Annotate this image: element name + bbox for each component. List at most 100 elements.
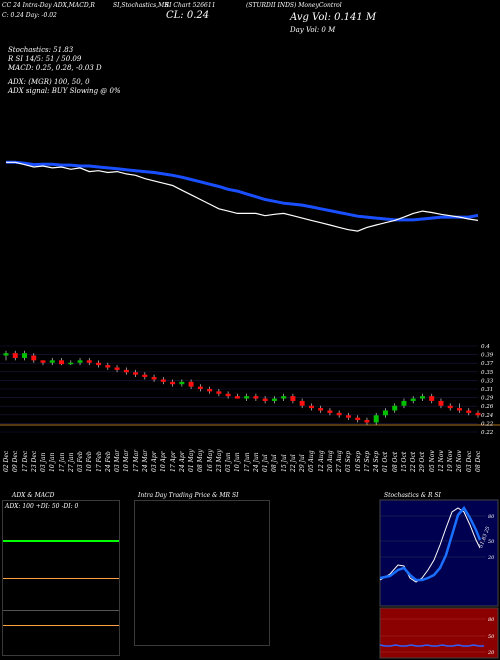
candle-body — [475, 412, 481, 416]
candle-body — [225, 393, 231, 397]
candle-body — [419, 396, 425, 399]
candle-body — [179, 381, 185, 385]
rsi-line — [379, 644, 484, 647]
adx-signal-readout: ADX signal: BUY Slowing @ 0% — [8, 87, 121, 95]
candle-body — [364, 420, 370, 423]
candle-body — [410, 398, 416, 401]
adx-orange-line — [3, 578, 119, 579]
price-axis-label: 0.24 — [481, 413, 494, 419]
adx-green-line — [3, 540, 119, 542]
candle-body — [207, 389, 213, 392]
stoch-panel-title: Stochastics & R SI — [384, 492, 441, 499]
header-title-c: SI Chart 526611 — [165, 2, 216, 9]
price-axis-label: 0.31 — [481, 387, 493, 393]
candle-body — [271, 398, 277, 401]
candle-body — [160, 379, 166, 382]
rsi-axis-label: 50 — [488, 634, 495, 640]
candle-body — [96, 362, 102, 366]
volume-line-layer — [6, 160, 479, 222]
price-axis-label: 0.39 — [481, 353, 494, 359]
adx-readout: ADX: (MGR) 100, 50, 0 — [8, 78, 90, 86]
stochastics-background — [379, 499, 499, 607]
candle-body — [392, 405, 398, 411]
mrsi-panel — [134, 500, 270, 646]
rsi-readout: R SI 14/5: 51 / 50.09 — [8, 55, 82, 63]
candle-body — [281, 396, 287, 399]
rsi-background — [379, 607, 499, 659]
price-axis-label: 0.33 — [481, 378, 494, 384]
candle-body — [299, 400, 305, 406]
stoch-axis-label: 50 — [488, 539, 495, 545]
price-axis-label: 0.35 — [481, 370, 494, 376]
stochastic-d-line — [379, 507, 481, 583]
price-axis-label: 0.26 — [481, 404, 494, 410]
candle-body — [105, 365, 111, 368]
candle-body — [151, 377, 157, 380]
candle-body — [86, 360, 92, 363]
rsi-axis-label: 20 — [487, 650, 495, 656]
avg-volume: Avg Vol: 0.141 M — [290, 12, 377, 23]
candle-body — [170, 381, 176, 385]
candle-body — [49, 360, 55, 363]
candle-body — [308, 405, 314, 409]
candle-body — [253, 396, 259, 399]
candle-body — [234, 396, 240, 399]
price-axis-label: 0.22 — [481, 421, 494, 427]
header-title-d: (STURDII INDS) MoneyControl — [246, 2, 342, 9]
candle-body — [355, 417, 361, 421]
candle-body — [197, 386, 203, 389]
candle-body — [12, 353, 18, 358]
stochastics-readout: Stochastics: 51.83 — [8, 46, 74, 54]
candle-body — [22, 353, 28, 358]
macd-orange-line — [3, 625, 119, 626]
volume-trend-line — [6, 160, 479, 222]
candle-body — [68, 362, 74, 365]
candle-body — [401, 400, 407, 406]
price-axis-label: 0.4 — [481, 344, 490, 350]
candle-body — [336, 412, 342, 416]
stochastic-k-line — [379, 505, 482, 582]
candle-body — [142, 374, 148, 378]
candle-body — [438, 400, 444, 406]
candle-body — [373, 415, 379, 423]
candle-body — [466, 410, 472, 413]
candle-body — [318, 408, 324, 411]
macd-readout: MACD: 0.25, 0.28, -0.03 D — [8, 64, 102, 72]
candle-body — [447, 405, 453, 409]
price-axis-label: 0.22 — [481, 430, 494, 436]
candle-body — [114, 367, 120, 370]
candle-body — [77, 360, 83, 363]
stoch-axis-label: 20 — [487, 555, 495, 561]
mrsi-panel-title: Intra Day Trading Price & MR SI — [138, 492, 239, 499]
price-trend-line — [6, 161, 479, 232]
candle-body — [345, 415, 351, 418]
candle-body — [31, 355, 37, 361]
adx-panel-title: ADX & MACD — [12, 492, 55, 499]
price-axis-label: 0.29 — [481, 396, 494, 402]
candle-body — [244, 396, 250, 399]
candle-body — [133, 372, 139, 375]
candle-body — [327, 410, 333, 413]
candle-layer — [3, 350, 481, 425]
header-title-b: SI,Stochastics,MR — [113, 2, 169, 9]
close-price-big: CL: 0.24 — [166, 10, 210, 21]
candle-body — [3, 353, 9, 356]
price-line-layer — [6, 161, 479, 232]
price-axis-layer: 0.4 0.39 0.37 0.35 0.33 0.31 0.29 0.26 0.24 0.22 0… — [481, 344, 494, 436]
price-axis-label: 0.37 — [481, 361, 494, 367]
candle-body — [123, 369, 129, 373]
candle-body — [216, 391, 222, 394]
candle-body — [290, 396, 296, 401]
candle-body — [429, 396, 435, 401]
candle-body — [456, 408, 462, 411]
header-title-a: CC 24 Intra-Day ADX,MACD,R — [2, 2, 95, 9]
adx-divider — [3, 610, 119, 611]
adx-values: ADX: 100 +DI: 50 -DI: 0 — [5, 503, 79, 510]
candle-body — [188, 381, 194, 387]
day-volume: Day Vol: 0 M — [290, 26, 336, 34]
stoch-axis-label: 80 — [488, 514, 495, 520]
adx-panel: ADX: 100 +DI: 50 -DI: 0 — [2, 500, 120, 656]
candle-body — [40, 360, 46, 363]
